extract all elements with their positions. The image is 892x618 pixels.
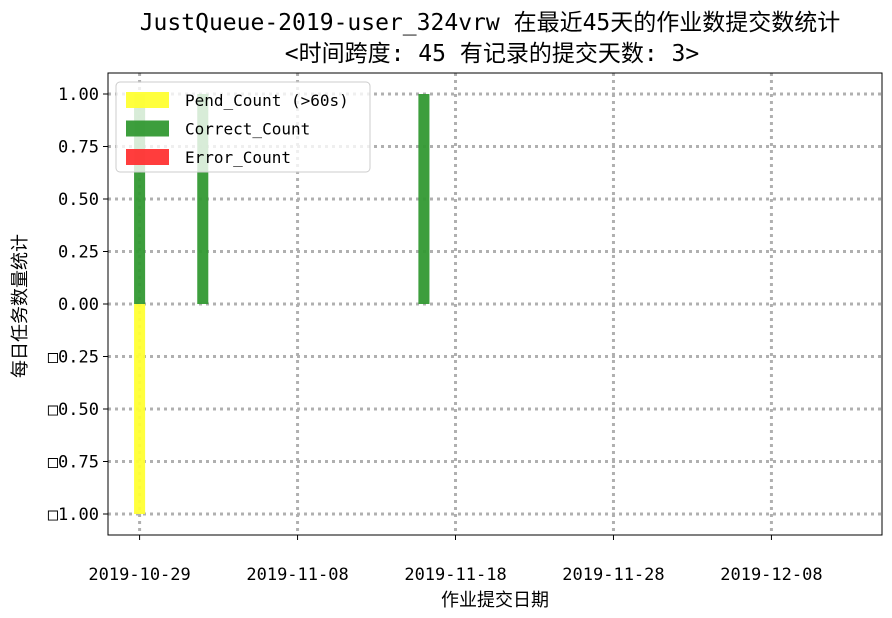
legend-box [115,81,371,173]
y-axis-label: 每日任务数量统计 [10,234,31,378]
x-tick-label: 2019-10-29 [88,565,190,585]
y-tick-label: 0.50 [58,190,99,210]
y-tick-label: □0.50 [48,400,99,420]
x-axis-label: 作业提交日期 [441,590,549,611]
legend-label: Correct_Count [185,120,310,139]
bars [134,94,430,514]
y-tick-label: 1.00 [58,85,99,105]
y-tick-label: 0.75 [58,138,99,158]
x-ticks: 2019-10-29 2019-11-08 2019-11-18 2019-11-28… [88,535,823,585]
legend-label: Pend_Count (>60s) [185,91,349,110]
bar [134,94,146,304]
y-tick-label: 0.25 [58,243,99,263]
legend-label: Error_Count [185,148,291,167]
legend-swatch [126,149,169,165]
chart-subtitle: <时间跨度: 45 有记录的提交天数: 3> [285,41,699,67]
bar [197,94,209,304]
legend-swatch [126,120,169,137]
x-tick-label: 2019-11-28 [562,565,664,585]
legend-swatch [126,92,169,108]
x-tick-label: 2019-11-18 [404,565,506,585]
x-tick-label: 2019-11-08 [246,565,348,585]
y-ticks: □1.00 □0.75 □0.50 □0.25 0.00 0.25 0.50 0.75 1.00 [48,85,108,525]
x-tick-label: 2019-12-08 [720,565,822,585]
y-tick-label: □0.75 [48,453,99,473]
y-tick-label: □1.00 [48,505,99,525]
bar [134,304,146,514]
legend: Pend_Count (>60s) Correct_Count Error_Coun… [115,81,371,173]
y-tick-label: 0.00 [58,295,99,315]
y-tick-label: □0.25 [48,348,99,368]
chart-title: JustQueue-2019-user_324vrw 在最近45天的作业数提交数… [140,10,841,36]
bar [418,94,430,304]
